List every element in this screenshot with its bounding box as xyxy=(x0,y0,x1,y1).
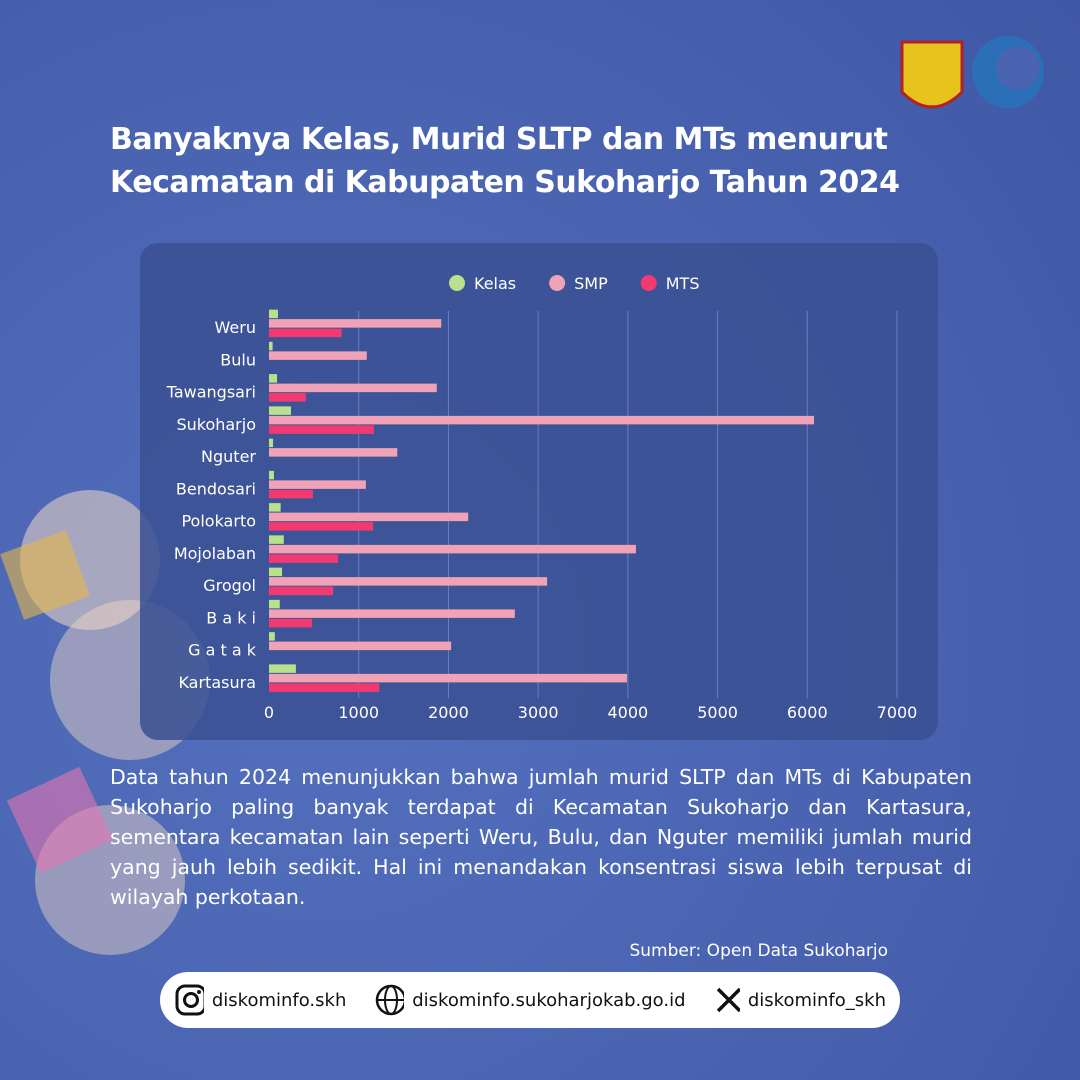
bar xyxy=(269,577,548,586)
x-tick-label: 7000 xyxy=(877,703,918,722)
bar xyxy=(269,341,273,351)
y-tick-label: Weru xyxy=(215,318,256,337)
y-tick-label: Sukoharjo xyxy=(176,415,256,434)
y-tick-label: Mojolaban xyxy=(174,544,256,563)
instagram: diskominfo.skh xyxy=(211,989,347,1011)
bar xyxy=(269,470,274,480)
legend-label: Kelas xyxy=(474,274,516,293)
legend-swatch xyxy=(640,275,657,291)
x-tick-label: 5000 xyxy=(697,703,738,722)
description: Data tahun 2024 menunjukkan bahwa jumlah… xyxy=(110,765,972,909)
bar xyxy=(269,586,334,596)
bar xyxy=(269,664,296,673)
bar xyxy=(269,503,281,512)
bar xyxy=(269,383,437,393)
bar xyxy=(269,618,313,628)
bar xyxy=(269,425,374,434)
bar xyxy=(269,309,278,319)
y-tick-label: Kartasura xyxy=(178,673,256,692)
x-tick-label: 4000 xyxy=(607,703,648,722)
legend-label: SMP xyxy=(574,274,608,293)
y-tick-label: Polokarto xyxy=(181,512,256,531)
bar xyxy=(269,522,374,531)
y-tick-label: Nguter xyxy=(201,447,256,466)
y-tick-label: Bulu xyxy=(220,350,256,369)
legend-swatch xyxy=(549,275,566,291)
website: diskominfo.sukoharjokab.go.id xyxy=(412,989,686,1011)
bar xyxy=(269,480,366,489)
bar xyxy=(269,489,313,499)
bar xyxy=(269,599,280,609)
x-account: diskominfo_skh xyxy=(747,989,886,1011)
bar xyxy=(269,415,815,425)
bar xyxy=(269,512,469,522)
bar xyxy=(269,535,284,544)
bar xyxy=(269,374,278,383)
x-tick-label: 2000 xyxy=(428,703,469,722)
bar xyxy=(269,319,442,328)
bar xyxy=(269,683,380,692)
bar xyxy=(269,328,342,338)
bar xyxy=(269,393,306,402)
x-tick-label: 0 xyxy=(264,703,274,722)
instagram-icon xyxy=(175,984,204,1016)
y-tick-label: Bendosari xyxy=(176,479,256,498)
y-tick-label: Grogol xyxy=(203,576,256,595)
x-tick-label: 1000 xyxy=(338,703,379,722)
y-tick-label: B a k i xyxy=(206,608,256,627)
bar xyxy=(269,673,627,683)
y-tick-label: Tawangsari xyxy=(166,383,256,402)
bar xyxy=(269,438,274,448)
chart-panel xyxy=(140,243,938,740)
x-tick-label: 6000 xyxy=(787,703,828,722)
legend-label: MTS xyxy=(666,274,700,293)
bar xyxy=(269,448,398,457)
chart-title: Banyaknya Kelas, Murid SLTP dan MTs menu… xyxy=(110,122,900,200)
bar xyxy=(269,641,452,651)
bar xyxy=(269,567,283,577)
x-tick-label: 3000 xyxy=(518,703,559,722)
bar xyxy=(269,406,291,415)
bar xyxy=(269,544,636,554)
bar xyxy=(269,554,339,563)
legend-swatch xyxy=(449,275,465,291)
bar xyxy=(269,632,275,641)
web-icon xyxy=(376,984,405,1016)
bar xyxy=(269,351,367,360)
x-icon xyxy=(716,987,740,1013)
source: Sumber: Open Data Sukoharjo xyxy=(629,941,888,961)
y-tick-label: G a t a k xyxy=(188,641,257,660)
footer: diskominfo.skh diskominfo.sukoharjokab.g… xyxy=(160,972,900,1028)
bar xyxy=(269,609,515,618)
